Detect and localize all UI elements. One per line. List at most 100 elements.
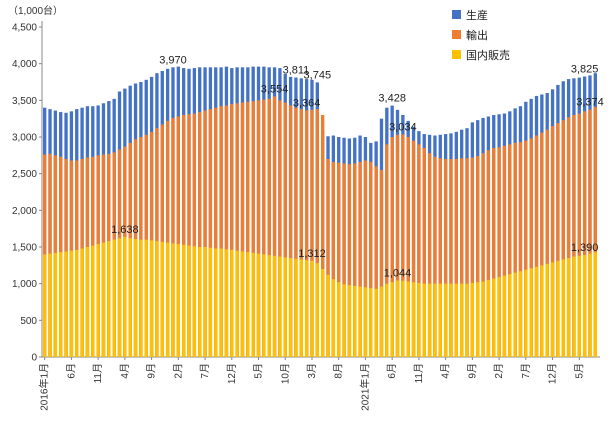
bar-export	[321, 115, 325, 357]
bar-export	[182, 115, 186, 357]
bar-domestic-sales	[347, 285, 352, 357]
data-label: 3,825	[571, 64, 599, 76]
bar-domestic-sales	[353, 285, 357, 357]
bar-domestic-sales	[203, 247, 207, 357]
x-tick-label: 7月	[199, 363, 211, 379]
bar-domestic-sales	[219, 248, 223, 357]
bar-domestic-sales	[283, 257, 287, 357]
data-label: 1,390	[571, 242, 599, 254]
legend-swatch	[452, 10, 461, 19]
bar-domestic-sales	[294, 258, 298, 357]
bar-domestic-sales	[433, 283, 437, 357]
data-label: 1,312	[298, 248, 326, 260]
bar-domestic-sales	[192, 246, 197, 357]
bar-domestic-sales	[422, 283, 426, 357]
bar-export	[219, 106, 223, 357]
bar-domestic-sales	[288, 258, 293, 357]
bar-domestic-sales	[85, 247, 90, 357]
bar-domestic-sales	[588, 253, 592, 357]
bar-domestic-sales	[385, 283, 389, 357]
bar-export	[545, 129, 549, 357]
bar-domestic-sales	[486, 280, 491, 357]
bar-export	[363, 160, 368, 357]
bar-export	[582, 111, 587, 357]
x-tick-label: 10月	[279, 363, 291, 384]
bar-export	[262, 99, 266, 357]
y-tick-label: 3,000	[12, 133, 37, 144]
bar-export	[401, 134, 405, 357]
bar-domestic-sales	[187, 245, 191, 357]
bar-export	[342, 163, 346, 357]
bar-domestic-sales	[374, 288, 378, 357]
bar-domestic-sales	[123, 236, 127, 357]
bar-domestic-sales	[107, 241, 111, 357]
data-label: 3,554	[261, 83, 289, 95]
bar-domestic-sales	[304, 260, 309, 357]
bar-domestic-sales	[363, 287, 368, 357]
bar-domestic-sales	[96, 244, 100, 357]
bar-domestic-sales	[299, 259, 303, 357]
bar-export	[449, 159, 453, 357]
bar-domestic-sales	[481, 281, 485, 357]
bar-domestic-sales	[460, 283, 464, 357]
bar-domestic-sales	[593, 252, 597, 357]
y-unit-label: （1,000台）	[8, 4, 63, 17]
x-tick-label: 2月	[172, 363, 184, 379]
bar-domestic-sales	[53, 252, 58, 357]
bar-export	[438, 158, 442, 357]
plot-area: 0 500 1,000 1,500 2,000 2,500 3,000 3,500 4,000 4…	[12, 21, 604, 411]
bar-domestic-sales	[524, 269, 528, 357]
bar-export	[433, 156, 437, 357]
bar-export	[337, 162, 341, 357]
bar-export	[470, 157, 475, 357]
bar-domestic-sales	[272, 255, 277, 357]
bar-export	[443, 159, 448, 357]
bar-export	[422, 148, 426, 357]
bar-export	[460, 158, 464, 357]
bar-export	[283, 102, 287, 357]
bar-export	[588, 109, 592, 357]
bar-domestic-sales	[577, 255, 581, 357]
bar-export	[529, 138, 533, 357]
bar-export	[299, 109, 303, 357]
bar-domestic-sales	[331, 279, 336, 357]
bar-domestic-sales	[230, 249, 234, 357]
bar-export	[358, 161, 362, 357]
bar-export	[492, 148, 496, 357]
bar-export	[577, 113, 581, 357]
bar-domestic-sales	[502, 275, 507, 357]
bar-domestic-sales	[417, 282, 421, 357]
bar-domestic-sales	[256, 253, 261, 357]
bar-export	[198, 112, 202, 357]
series-3	[43, 236, 597, 357]
bar-domestic-sales	[545, 263, 549, 357]
bar-export	[454, 159, 458, 357]
bar-domestic-sales	[91, 245, 95, 357]
bar-domestic-sales	[556, 260, 560, 357]
x-tick-label: 11月	[413, 363, 425, 383]
bar-export	[208, 109, 213, 357]
bar-domestic-sales	[406, 281, 410, 357]
bar-domestic-sales	[342, 284, 346, 357]
x-tick-label: 8月	[333, 363, 345, 379]
bar-export	[406, 137, 410, 357]
bar-domestic-sales	[497, 277, 501, 357]
bar-domestic-sales	[513, 272, 517, 357]
bar-domestic-sales	[64, 251, 68, 357]
x-tick-label: 6月	[65, 363, 77, 379]
bar-domestic-sales	[246, 252, 250, 357]
bar-export	[294, 107, 298, 357]
x-tick-label: 9月	[146, 363, 158, 379]
bar-domestic-sales	[80, 248, 84, 357]
y-tick-label: 2,000	[12, 206, 37, 217]
bar-export	[214, 107, 218, 357]
y-tick-label: 500	[20, 316, 37, 327]
bar-domestic-sales	[59, 252, 63, 357]
bar-export	[566, 117, 571, 357]
y-tick-label: 0	[31, 353, 37, 364]
data-label: 3,745	[304, 69, 332, 81]
bar-export	[556, 123, 560, 357]
bar-domestic-sales	[171, 243, 175, 357]
bar-domestic-sales	[101, 242, 106, 357]
